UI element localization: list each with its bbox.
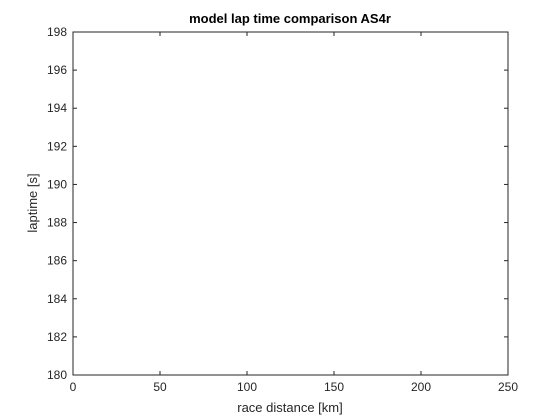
y-tick-label: 180: [47, 368, 67, 382]
y-tick-label: 198: [47, 25, 67, 39]
x-axis-label: race distance [km]: [237, 400, 343, 415]
chart-title: model lap time comparison AS4r: [189, 11, 391, 26]
x-tick-label: 150: [324, 380, 344, 394]
x-tick-label: 100: [237, 380, 257, 394]
x-tick-label: 200: [411, 380, 431, 394]
y-tick-label: 188: [47, 216, 67, 230]
y-tick-label: 194: [47, 101, 67, 115]
x-tick-label: 50: [153, 380, 167, 394]
y-tick-label: 196: [47, 63, 67, 77]
x-tick-label: 250: [498, 380, 518, 394]
axes-box: [72, 31, 509, 376]
y-tick-label: 186: [47, 254, 67, 268]
y-tick-label: 192: [47, 139, 67, 153]
tick-labels: 0 50 100 150 200 250 180 182 184 186 188 190 192 194 1…: [47, 25, 518, 394]
y-tick-label: 182: [47, 330, 67, 344]
tick-marks: [72, 31, 509, 376]
y-tick-label: 190: [47, 177, 67, 191]
y-tick-label: 184: [47, 292, 67, 306]
y-axis-label: laptime [s]: [25, 173, 40, 232]
x-tick-label: 0: [70, 380, 77, 394]
